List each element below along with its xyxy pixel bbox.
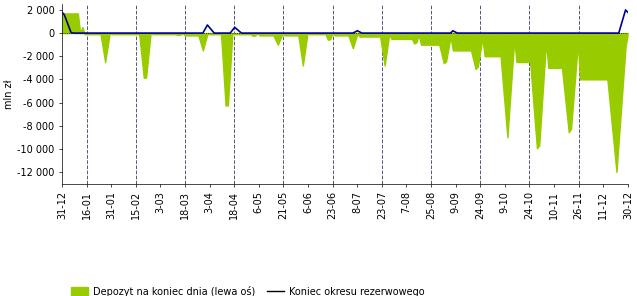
Y-axis label: mln zł: mln zł	[4, 79, 14, 109]
Legend: Depozyt na koniec dnia (lewa oś), Kredyt lombardowy  (lewa oś), Koniec okresu re: Depozyt na koniec dnia (lewa oś), Kredyt…	[67, 282, 429, 296]
